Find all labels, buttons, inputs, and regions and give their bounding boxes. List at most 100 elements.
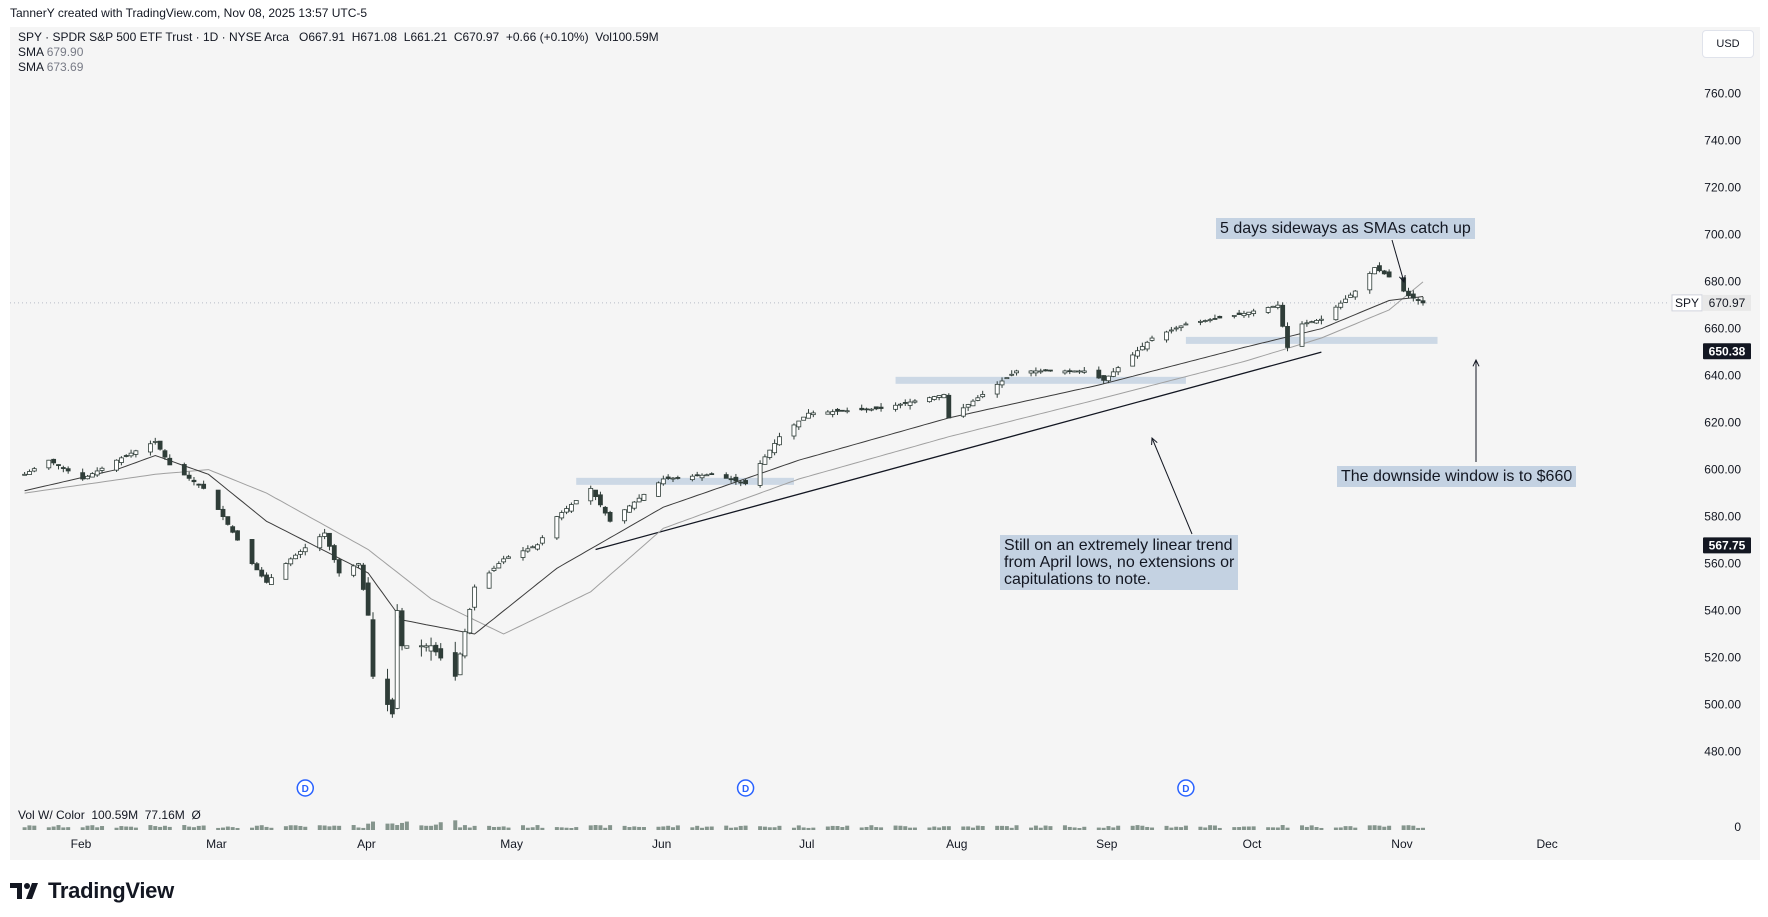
volume-bar [230, 827, 235, 830]
annotation-trend[interactable]: Still on an extremely linear trend from … [1000, 535, 1239, 590]
currency-button[interactable]: USD [1702, 30, 1754, 58]
chart-area[interactable] [10, 27, 1760, 860]
candle [99, 467, 105, 471]
volume-bar [869, 825, 874, 830]
volume-bar [1130, 825, 1135, 830]
volume-bar [1304, 826, 1309, 830]
candle [835, 408, 840, 412]
volume-bar [796, 825, 801, 830]
brand-name: TradingView [48, 878, 174, 903]
candle [999, 380, 1005, 386]
volume-bar [303, 826, 308, 830]
volume-bar [419, 825, 424, 830]
sma-legend-1[interactable]: SMA 679.90 [18, 45, 83, 59]
candle [254, 563, 260, 571]
candle [186, 474, 192, 479]
arrow-sideways [1391, 239, 1405, 283]
annotation-sideways[interactable]: 5 days sideways as SMAs catch up [1216, 218, 1475, 239]
volume-bar [424, 825, 429, 830]
x-tick-label: Apr [357, 837, 376, 851]
candle [157, 440, 163, 450]
volume-bar [961, 826, 966, 830]
y-tick-label: 520.00 [1704, 651, 1741, 665]
candle [1241, 312, 1247, 317]
volume-legend[interactable]: Vol W/ Color 100.59M 77.16M Ø [18, 808, 201, 822]
volume-bar [332, 825, 337, 830]
candle [694, 474, 700, 477]
candle [607, 511, 613, 522]
volume-bar [390, 823, 395, 830]
support-zone [895, 376, 1186, 384]
candle [433, 644, 439, 653]
volume-bar [1237, 827, 1242, 830]
candle [94, 470, 100, 476]
volume-bar [540, 827, 545, 830]
symbol-legend[interactable]: SPY · SPDR S&P 500 ETF Trust · 1D · NYSE… [18, 30, 659, 44]
candle [810, 412, 816, 416]
volume-bar [695, 825, 700, 830]
candle [893, 404, 898, 410]
candle [665, 476, 671, 479]
volume-bar [1300, 825, 1305, 830]
candle [902, 402, 908, 404]
ohlc-close: C670.97 [453, 30, 500, 44]
candle [801, 416, 807, 421]
volume-value-2: 77.16M [144, 808, 185, 822]
candle [215, 489, 221, 510]
candle [839, 409, 845, 412]
volume-bar [937, 827, 942, 830]
candle [133, 450, 139, 455]
price-tag-value-box [1703, 294, 1751, 311]
candle [351, 565, 357, 576]
tradingview-logo[interactable]: TradingView [10, 878, 174, 904]
y-tick-label: 580.00 [1704, 510, 1741, 524]
volume-bar [1029, 827, 1034, 830]
volume-bar [530, 827, 535, 830]
volume-bar [903, 826, 908, 830]
attribution-line: TannerY created with TradingView.com, No… [10, 6, 368, 20]
volume-bar [1033, 825, 1038, 830]
candle [230, 526, 236, 533]
candle [772, 443, 778, 454]
sma-legend-2[interactable]: SMA 673.69 [18, 60, 83, 74]
candle [1048, 369, 1053, 372]
axis-price-badge [1703, 343, 1751, 360]
candle [806, 412, 811, 419]
volume-bar [114, 827, 119, 830]
candle [602, 506, 608, 514]
candle [970, 400, 976, 407]
candle [85, 475, 90, 480]
candle [336, 559, 342, 574]
candle [288, 558, 294, 565]
volume-bar [235, 827, 240, 830]
y-tick-label: 620.00 [1704, 416, 1741, 430]
volume-label: Vol W/ Color [18, 808, 85, 822]
volume-bar [588, 825, 593, 830]
candle [525, 548, 531, 552]
candle [627, 505, 632, 513]
volume-bar [724, 825, 729, 830]
candle [1009, 373, 1015, 376]
candle [220, 508, 226, 517]
candle [1106, 375, 1111, 382]
candle [520, 550, 526, 558]
volume-bar [100, 826, 105, 830]
candle [1333, 306, 1339, 321]
y-tick-label: 700.00 [1704, 228, 1741, 242]
candle [152, 441, 158, 443]
candle [1348, 294, 1353, 298]
candle [1377, 265, 1382, 272]
candle [1014, 370, 1019, 374]
axis-price-badge-label: 567.75 [1709, 538, 1746, 552]
volume-bar [351, 825, 356, 830]
volume-bar [971, 827, 975, 830]
candle [660, 478, 666, 485]
volume-bar [1009, 827, 1014, 830]
annotation-downside[interactable]: The downside window is to $660 [1337, 466, 1577, 487]
candle [283, 563, 289, 580]
volume-bar [366, 823, 371, 830]
y-tick-label: 500.00 [1704, 698, 1741, 712]
candle [636, 497, 642, 503]
volume-bar [1314, 827, 1319, 830]
